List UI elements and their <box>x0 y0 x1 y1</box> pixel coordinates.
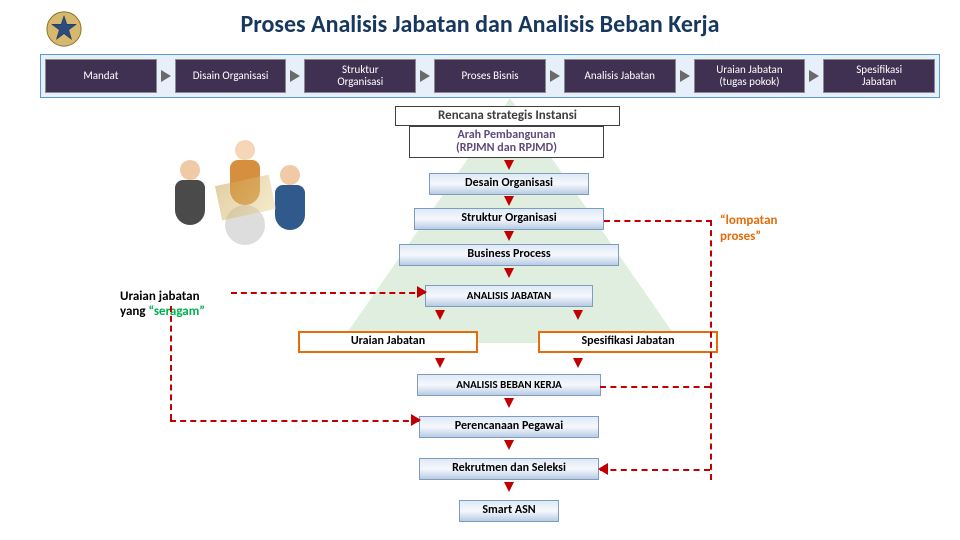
node-label: Business Process <box>467 248 550 261</box>
down-arrow-icon <box>504 160 514 170</box>
stage-disain: Disain Organisasi <box>175 59 287 93</box>
stage-uraian: Uraian Jabatan (tugas pokok) <box>694 59 806 93</box>
dash-icon <box>170 420 419 422</box>
dash-icon <box>170 306 172 420</box>
node-label: Uraian Jabatan <box>351 335 425 348</box>
down-arrow-icon <box>504 482 514 492</box>
arrow-icon <box>161 70 171 82</box>
node-perencanaan: Perencanaan Pegawai <box>419 416 599 438</box>
arrow-icon <box>290 70 300 82</box>
down-arrow-icon <box>504 440 514 450</box>
node-label: Perencanaan Pegawai <box>455 420 563 433</box>
label-seragam: Uraian jabatanyang “seragam” <box>120 273 205 320</box>
people-illustration <box>170 130 320 260</box>
node-smart: Smart ASN <box>459 500 559 522</box>
down-arrow-icon <box>504 196 514 206</box>
label-lompatan: “lompatan proses” <box>720 213 777 244</box>
node-label: Desain Organisasi <box>465 177 553 190</box>
down-arrow-icon <box>504 231 514 241</box>
node-arah: Arah Pembangunan (RPJMN dan RPJMD) <box>409 126 604 158</box>
node-label: Struktur Organisasi <box>461 212 556 225</box>
dash-icon <box>231 292 425 294</box>
node-label: Spesifikasi Jabatan <box>581 335 674 348</box>
quoted-text: “seragam” <box>148 304 204 319</box>
stage-spesifikasi: Spesifikasi Jabatan <box>823 59 935 93</box>
node-label: Arah Pembangunan (RPJMN dan RPJMD) <box>456 129 557 155</box>
node-spesifikasi: Spesifikasi Jabatan <box>538 331 718 353</box>
arrowhead-icon <box>598 463 608 475</box>
dash-icon <box>710 220 712 480</box>
dash-icon <box>600 386 710 388</box>
arrowhead-icon <box>417 286 427 298</box>
down-arrow-icon <box>504 268 514 278</box>
dash-icon <box>600 469 710 471</box>
dash-icon <box>604 220 712 222</box>
node-rencana: Rencana strategis Instansi <box>395 106 620 126</box>
node-desain: Desain Organisasi <box>429 173 589 195</box>
arrow-icon <box>680 70 690 82</box>
page-title: Proses Analisis Jabatan dan Analisis Beb… <box>0 10 960 39</box>
down-arrow-icon <box>435 358 445 368</box>
stage-analisis: Analisis Jabatan <box>564 59 676 93</box>
stage-proses: Proses Bisnis <box>434 59 546 93</box>
node-label: Smart ASN <box>482 504 535 517</box>
stage-mandat: Mandat <box>45 59 157 93</box>
stage-struktur: Struktur Organisasi <box>304 59 416 93</box>
node-uraian: Uraian Jabatan <box>298 331 478 353</box>
arrow-icon <box>420 70 430 82</box>
node-label: Rekrutmen dan Seleksi <box>452 462 566 475</box>
node-label: Rencana strategis Instansi <box>438 109 577 123</box>
down-arrow-icon <box>573 310 583 320</box>
pipeline: Mandat Disain Organisasi Struktur Organi… <box>40 54 940 98</box>
arrow-icon <box>809 70 819 82</box>
node-rekrutmen: Rekrutmen dan Seleksi <box>419 458 599 480</box>
node-struktur: Struktur Organisasi <box>414 208 604 230</box>
node-business: Business Process <box>399 244 619 266</box>
down-arrow-icon <box>573 358 583 368</box>
down-arrow-icon <box>504 398 514 408</box>
arrowhead-icon <box>411 414 421 426</box>
flow-canvas: Rencana strategis Instansi Arah Pembangu… <box>0 100 960 540</box>
node-label: ANALISIS JABATAN <box>467 290 551 302</box>
node-abk: ANALISIS BEBAN KERJA <box>417 374 601 396</box>
node-label: ANALISIS BEBAN KERJA <box>456 379 562 391</box>
down-arrow-icon <box>435 310 445 320</box>
node-analisis-jabatan: ANALISIS JABATAN <box>425 285 593 307</box>
arrow-icon <box>550 70 560 82</box>
